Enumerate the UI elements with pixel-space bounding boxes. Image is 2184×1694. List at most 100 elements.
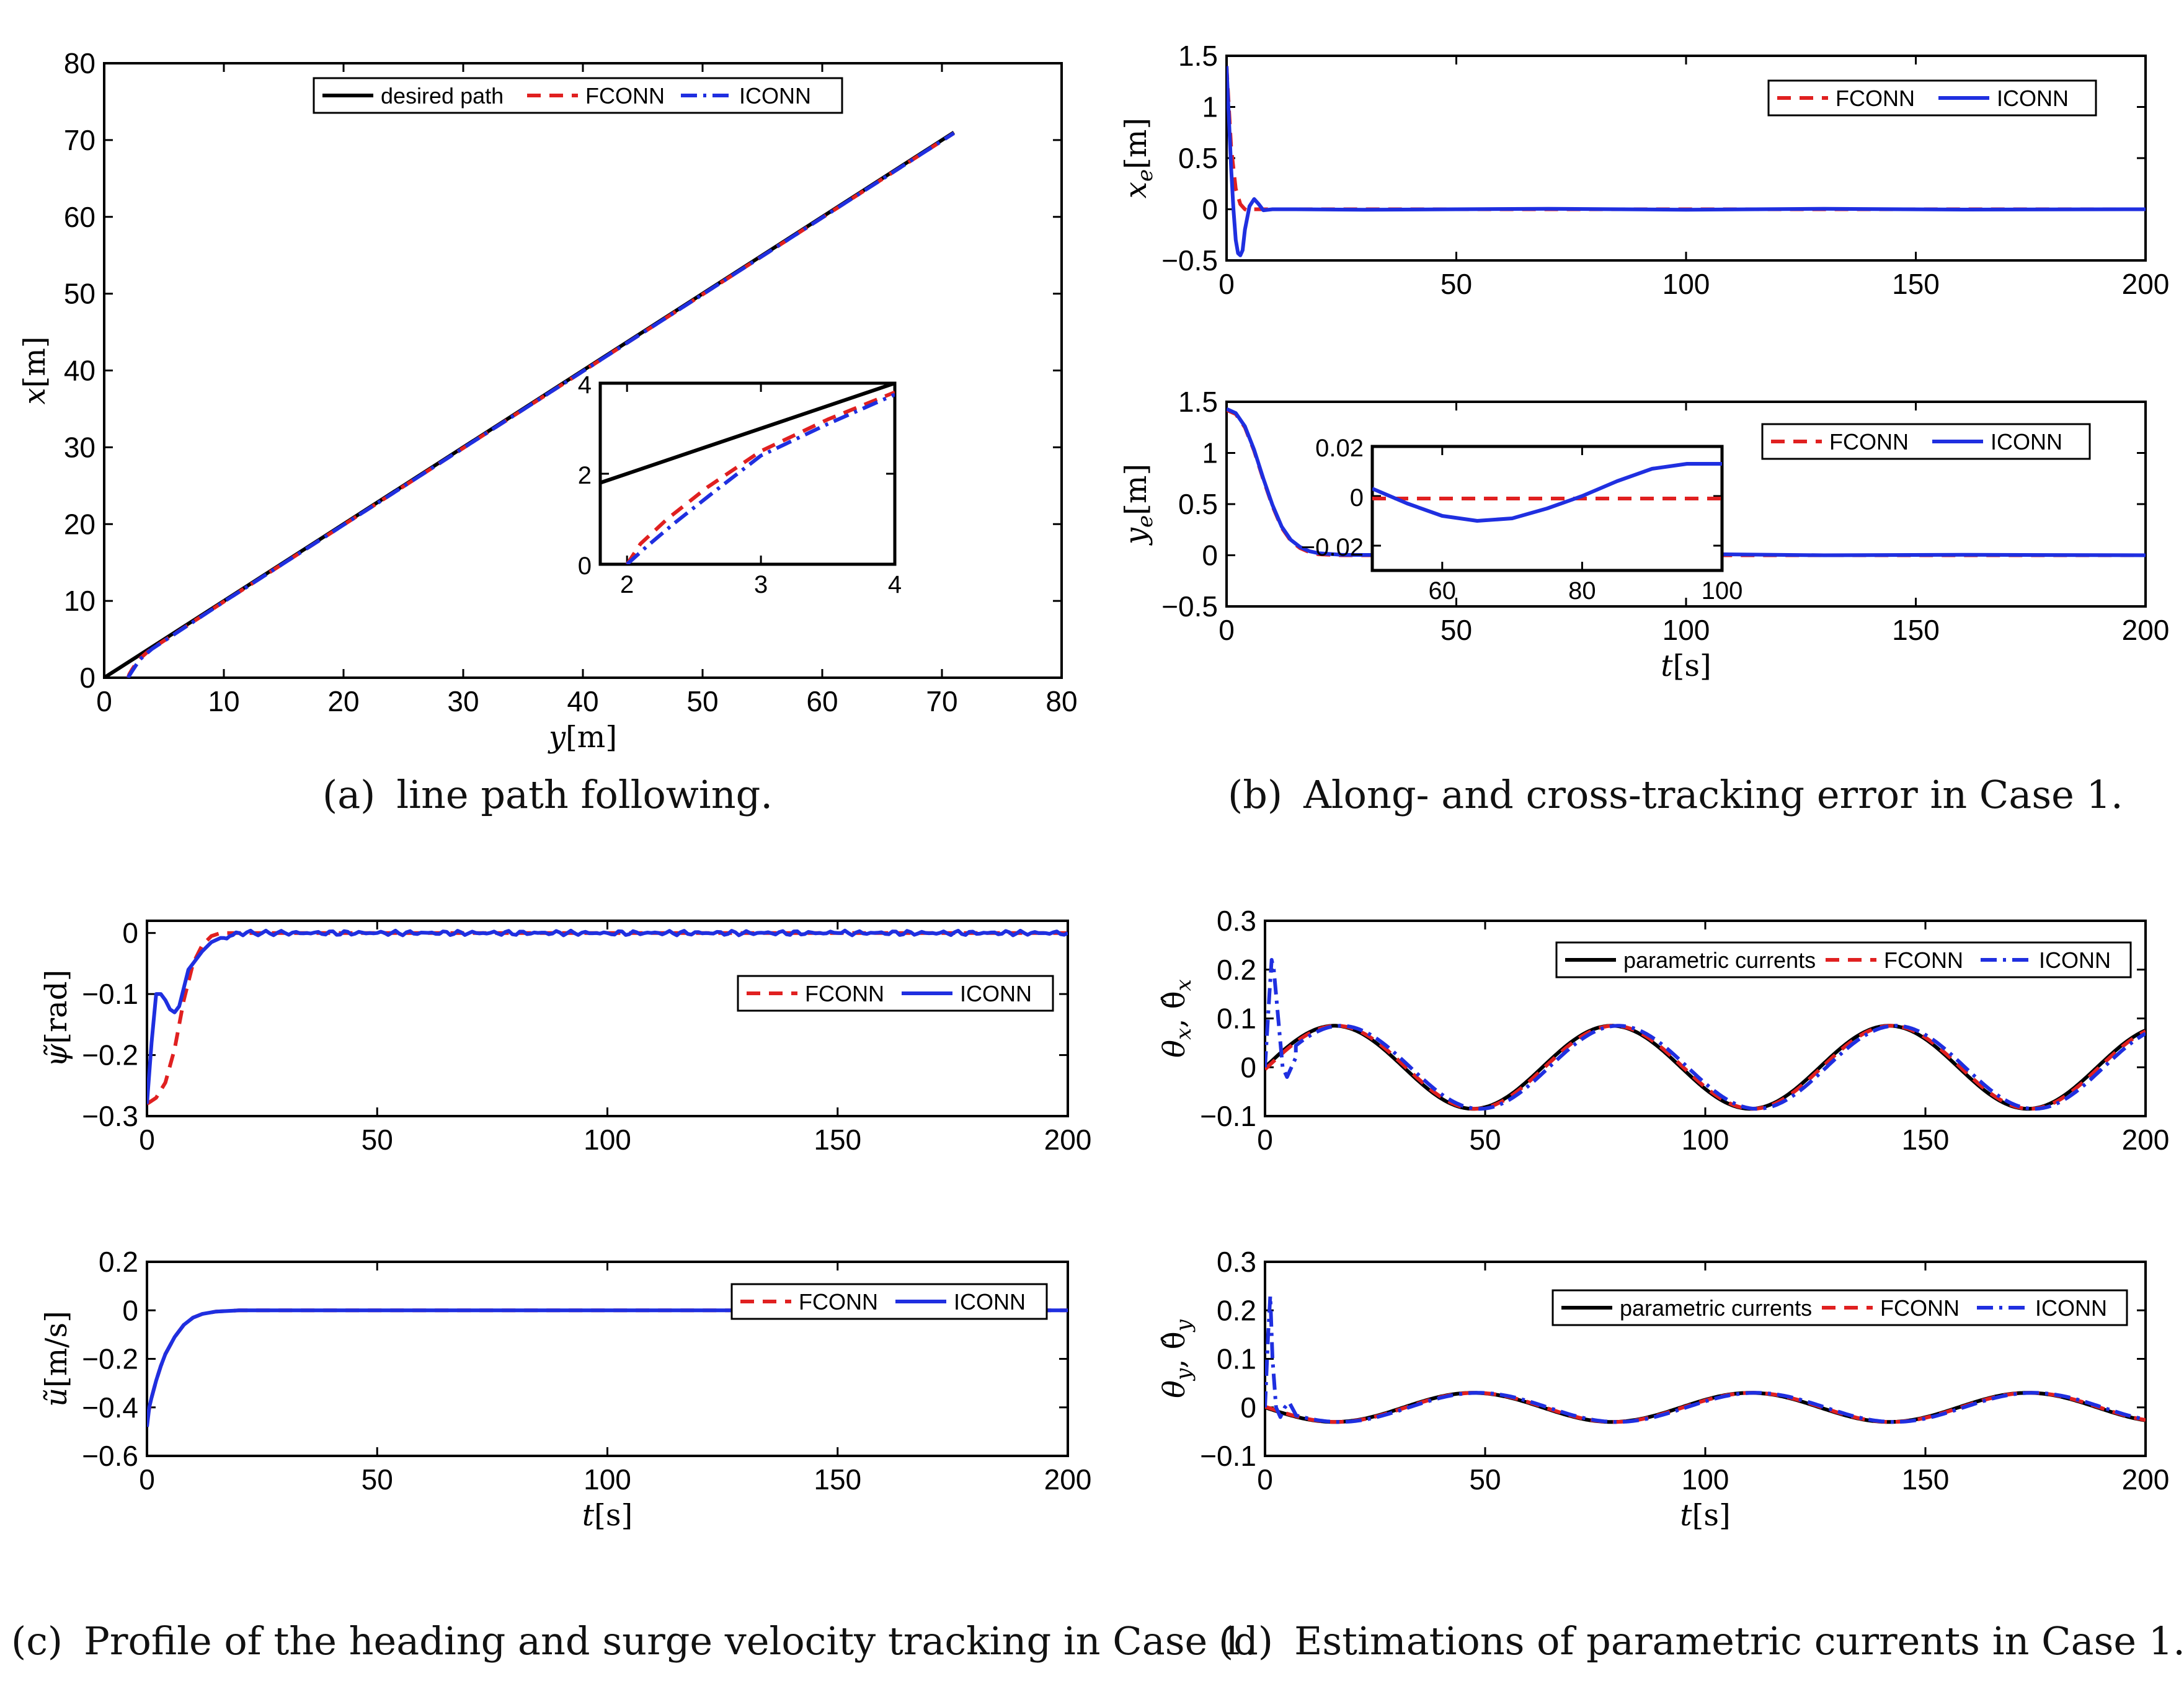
caption-a-text: line path following. bbox=[396, 772, 773, 817]
x-tick-label: 10 bbox=[208, 685, 239, 717]
y-axis-label-sub: e bbox=[1133, 515, 1158, 528]
y-axis-label: ũ[m/s] bbox=[39, 1311, 74, 1407]
x-axis-label-unit: [s] bbox=[1692, 1498, 1731, 1533]
y-tick-label: 0.5 bbox=[1178, 142, 1218, 174]
series-line-iconn bbox=[147, 1308, 1068, 1427]
caption-b-tag: (b) bbox=[1228, 772, 1283, 817]
legend-label: FCONN bbox=[1884, 947, 1963, 973]
series-line-iconn bbox=[147, 928, 1068, 1104]
y-axis-label-var: y bbox=[1119, 527, 1153, 546]
y-tick-label: 4 bbox=[578, 371, 592, 399]
x-tick-label: 20 bbox=[327, 685, 359, 717]
x-tick-label: 150 bbox=[814, 1124, 861, 1156]
series-line-iconn bbox=[1372, 462, 1722, 523]
legend-label: ICONN bbox=[954, 1289, 1026, 1315]
x-tick-label: 0 bbox=[1219, 614, 1235, 646]
y-tick-label: 0 bbox=[122, 1294, 138, 1326]
legend-label: ICONN bbox=[2039, 947, 2111, 973]
x-tick-label: 40 bbox=[567, 685, 598, 717]
y-axis-label-var: x bbox=[1119, 182, 1153, 198]
y-tick-label: 1.5 bbox=[1178, 386, 1218, 418]
inset-b2: 60 80 100 −0.02 0 0.02 bbox=[1301, 435, 1743, 605]
y-axis-label-sub: x bbox=[1171, 1028, 1196, 1040]
y-axis-label-sub2: y bbox=[1171, 1319, 1196, 1333]
x-tick-label: 100 bbox=[1682, 1124, 1729, 1156]
legend-box bbox=[1555, 941, 2132, 978]
legend-label: FCONN bbox=[1880, 1295, 1960, 1321]
y-axis-label-var: θ bbox=[1157, 1380, 1192, 1398]
x-tick-label: 200 bbox=[2122, 1124, 2170, 1156]
series-line-fconn bbox=[1265, 1391, 2146, 1424]
y-tick-label: 70 bbox=[64, 124, 95, 156]
x-tick-label: 200 bbox=[1044, 1124, 1092, 1156]
x-tick-label: 3 bbox=[754, 571, 768, 598]
caption-b-text: Along- and cross-tracking error in Case … bbox=[1303, 772, 2123, 817]
y-tick-label: 0 bbox=[79, 662, 95, 694]
chart-c1: 0 50 100 150 200 −0.3 −0.2 −0.1 0 FCONN ICONN ψ̃[ra… bbox=[39, 917, 1091, 1156]
y-tick-label: 1 bbox=[1202, 91, 1218, 123]
y-tick-label: 2 bbox=[578, 462, 592, 489]
x-tick-label: 0 bbox=[1257, 1124, 1273, 1156]
x-tick-label: 100 bbox=[1662, 268, 1710, 300]
y-tick-label: −0.5 bbox=[1161, 590, 1218, 623]
legend-box bbox=[730, 1283, 1048, 1320]
x-tick-label: 80 bbox=[1045, 685, 1077, 717]
series-line-iconn bbox=[127, 131, 955, 678]
legend-label: ICONN bbox=[1997, 86, 2069, 111]
y-axis-label-unit: [m] bbox=[1119, 118, 1153, 169]
y-axis-label: ψ̃[rad] bbox=[39, 970, 74, 1067]
plot-frame bbox=[146, 920, 1069, 1117]
legend-label: FCONN bbox=[805, 981, 884, 1006]
x-tick-label: 50 bbox=[1440, 614, 1472, 646]
y-axis-label-unit: [m] bbox=[17, 336, 52, 388]
y-axis-label-var: x bbox=[17, 388, 52, 404]
x-tick-label: 0 bbox=[1257, 1463, 1273, 1496]
legend-label: ICONN bbox=[1991, 429, 2062, 455]
x-tick-label: 30 bbox=[447, 685, 479, 717]
x-tick-label: 200 bbox=[2122, 1463, 2170, 1496]
y-tick-label: −0.5 bbox=[1161, 244, 1218, 277]
x-axis-label: t[s] bbox=[1680, 1498, 1730, 1533]
legend-box bbox=[737, 975, 1054, 1012]
y-tick-label: 0.1 bbox=[1217, 1003, 1256, 1035]
caption-c-text: Profile of the heading and surge velocit… bbox=[84, 1618, 1257, 1664]
y-tick-label: −0.3 bbox=[82, 1100, 138, 1132]
y-tick-label: −0.02 bbox=[1301, 534, 1364, 561]
x-tick-label: 50 bbox=[1469, 1463, 1501, 1496]
y-tick-label: −0.1 bbox=[1200, 1440, 1256, 1472]
y-tick-label: 0.2 bbox=[1217, 1294, 1256, 1326]
y-tick-label: 0.3 bbox=[1217, 1246, 1256, 1278]
caption-d: (d) Estimations of parametric currents in… bbox=[1219, 1618, 2184, 1664]
x-tick-label: 150 bbox=[1902, 1463, 1950, 1496]
x-tick-label: 100 bbox=[1702, 577, 1743, 605]
y-tick-label: 0 bbox=[1240, 1051, 1256, 1083]
y-axis-label-unit: [rad] bbox=[39, 970, 74, 1044]
x-tick-label: 200 bbox=[2122, 614, 2170, 646]
y-tick-label: 1 bbox=[1202, 437, 1218, 469]
y-tick-label: 30 bbox=[64, 431, 95, 463]
x-tick-label: 50 bbox=[1469, 1124, 1501, 1156]
y-axis-label: ye[m] bbox=[1119, 464, 1158, 546]
y-tick-label: 0.1 bbox=[1217, 1343, 1256, 1375]
legend-label: ICONN bbox=[739, 83, 811, 109]
x-axis-label-var: t bbox=[1661, 649, 1673, 683]
x-tick-label: 150 bbox=[1892, 268, 1940, 300]
x-axis-label-var: t bbox=[582, 1498, 595, 1533]
x-tick-label: 2 bbox=[620, 571, 634, 598]
y-tick-label: 0.2 bbox=[1217, 954, 1256, 986]
y-tick-label: 60 bbox=[64, 201, 95, 233]
y-axis-label-unit: [m] bbox=[1119, 464, 1153, 515]
x-axis-label-unit: [s] bbox=[1673, 649, 1711, 683]
y-tick-label: 0.3 bbox=[1217, 905, 1256, 937]
x-tick-label: 50 bbox=[1440, 268, 1472, 300]
y-axis-label: xe[m] bbox=[1119, 118, 1158, 198]
legend-label: desired path bbox=[381, 83, 504, 109]
x-tick-label: 60 bbox=[1429, 577, 1457, 605]
y-axis-label-unit: , θ̂ bbox=[1157, 991, 1192, 1027]
y-tick-label: 10 bbox=[64, 585, 95, 617]
x-tick-label: 50 bbox=[362, 1463, 393, 1496]
x-tick-label: 200 bbox=[2122, 268, 2170, 300]
y-axis-label-var: ũ bbox=[39, 1388, 74, 1407]
